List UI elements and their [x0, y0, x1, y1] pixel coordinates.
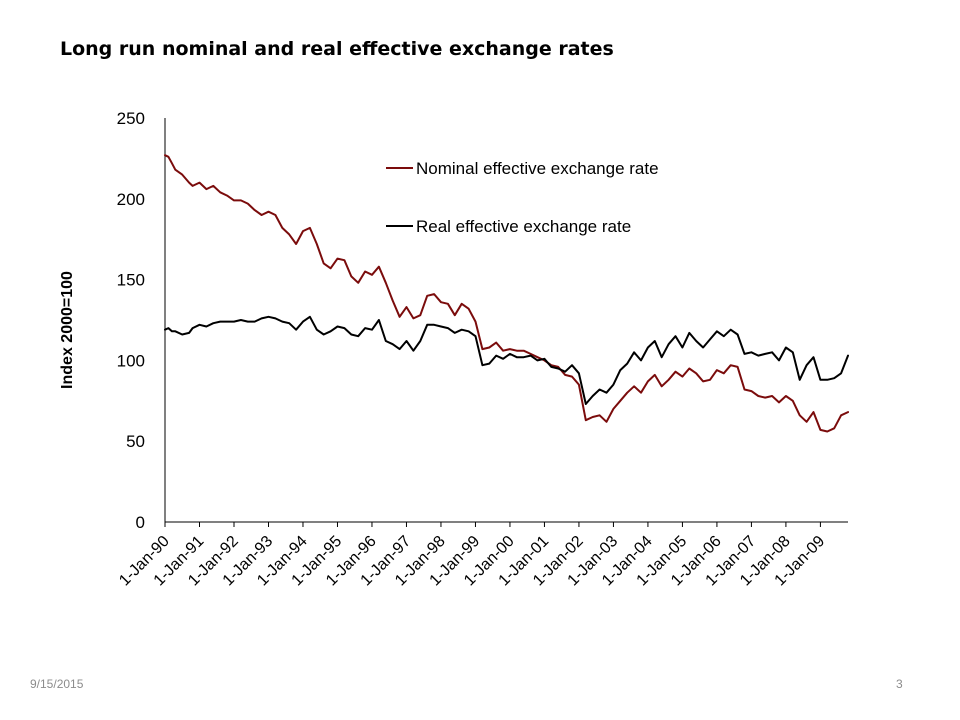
- y-axis-label: Index 2000=100: [59, 271, 76, 389]
- legend-label: Nominal effective exchange rate: [416, 159, 659, 178]
- footer-date: 9/15/2015: [30, 677, 84, 691]
- legend-real: Real effective exchange rate: [386, 217, 631, 236]
- legend: Nominal effective exchange rate Real effe…: [386, 159, 659, 236]
- y-tick-label: 150: [117, 271, 145, 290]
- y-tick-label: 100: [117, 351, 145, 370]
- y-tick-labels: 0 50 100 150 200 250: [117, 109, 145, 532]
- nominal-rate-line: [164, 154, 849, 433]
- slide-title: Long run nominal and real effective exch…: [60, 38, 614, 60]
- series-lines: [164, 154, 849, 433]
- y-tick-label: 250: [117, 109, 145, 128]
- chart-axes: [164, 118, 848, 523]
- legend-label: Real effective exchange rate: [416, 217, 631, 236]
- legend-nominal: Nominal effective exchange rate: [386, 159, 659, 178]
- x-tick-labels: 1-Jan-901-Jan-911-Jan-921-Jan-931-Jan-94…: [116, 522, 828, 589]
- real-rate-line: [164, 315, 849, 405]
- y-tick-label: 0: [136, 513, 145, 532]
- y-tick-label: 50: [126, 432, 145, 451]
- y-tick-label: 200: [117, 190, 145, 209]
- page-number: 3: [896, 677, 903, 691]
